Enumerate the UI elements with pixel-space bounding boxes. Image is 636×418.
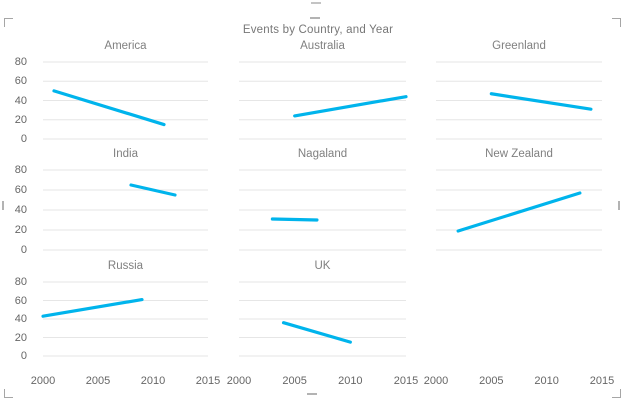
line-series-greenland[interactable] — [489, 92, 593, 111]
panel-plot-uk — [239, 281, 406, 357]
line-series-russia[interactable] — [41, 297, 144, 318]
panel-plot-australia — [239, 61, 408, 140]
line-series-nagaland[interactable] — [270, 217, 319, 222]
panel-plot-america — [43, 61, 208, 140]
chart-title: Events by Country, and Year — [242, 24, 394, 36]
x-tick-label: 2010 — [338, 375, 363, 387]
panel-plot-new-zealand — [436, 169, 602, 251]
resize-handle-left-center[interactable] — [2, 201, 4, 210]
panel-plot-greenland — [436, 61, 602, 140]
x-tick-label: 2010 — [140, 375, 166, 387]
line-series-india[interactable] — [129, 183, 177, 197]
panel-title-new-zealand: New Zealand — [485, 148, 553, 160]
drag-handle-top-outer[interactable] — [311, 2, 321, 4]
resize-handle-top-center[interactable] — [310, 17, 320, 19]
line-series-uk[interactable] — [281, 321, 352, 344]
x-tick-label: 2005 — [282, 375, 307, 387]
resize-handle-top-right[interactable] — [612, 18, 621, 27]
y-tick-label: 40 — [14, 313, 27, 325]
y-tick-label: 20 — [14, 224, 27, 236]
line-series-new-zealand[interactable] — [456, 191, 582, 233]
resize-handle-right-center[interactable] — [618, 201, 620, 210]
y-tick-label: 80 — [14, 164, 27, 176]
panel-title-greenland: Greenland — [492, 40, 546, 52]
line-series-america[interactable] — [52, 89, 166, 127]
x-tick-label: 2005 — [85, 375, 111, 387]
y-tick-label: 80 — [14, 276, 27, 288]
resize-handle-top-left[interactable] — [4, 18, 13, 27]
panel-plot-india — [43, 169, 208, 251]
x-tick-label: 2015 — [589, 375, 615, 387]
resize-handle-bottom-center[interactable] — [307, 393, 317, 395]
resize-handle-bottom-right[interactable] — [612, 389, 621, 398]
panel-title-india: India — [113, 148, 138, 160]
y-tick-label: 0 — [20, 350, 27, 362]
y-tick-label: 60 — [14, 184, 27, 196]
x-tick-label: 2000 — [423, 375, 449, 387]
x-tick-label: 2015 — [393, 375, 419, 387]
y-tick-label: 20 — [14, 113, 27, 126]
panel-plot-nagaland — [239, 169, 406, 251]
panel-title-nagaland: Nagaland — [297, 148, 348, 160]
y-tick-label: 60 — [14, 294, 27, 307]
x-tick-label: 2015 — [195, 375, 221, 387]
x-tick-label: 2005 — [479, 375, 504, 387]
x-tick-label: 2000 — [226, 375, 252, 387]
panel-title-uk: UK — [314, 260, 331, 272]
y-tick-label: 0 — [20, 244, 27, 256]
y-tick-label: 40 — [14, 204, 27, 216]
y-tick-label: 80 — [14, 56, 27, 68]
y-tick-label: 20 — [14, 331, 27, 344]
y-tick-label: 0 — [20, 133, 27, 145]
resize-handle-bottom-left[interactable] — [4, 389, 13, 398]
panel-title-australia: Australia — [300, 40, 345, 52]
line-series-australia[interactable] — [293, 95, 408, 118]
panel-title-russia: Russia — [107, 260, 144, 272]
panel-plot-russia — [41, 281, 208, 357]
x-tick-label: 2010 — [534, 375, 559, 387]
panel-title-america: America — [104, 40, 147, 52]
y-tick-label: 60 — [14, 75, 27, 88]
y-tick-label: 40 — [14, 94, 27, 107]
x-tick-label: 2000 — [30, 375, 56, 387]
